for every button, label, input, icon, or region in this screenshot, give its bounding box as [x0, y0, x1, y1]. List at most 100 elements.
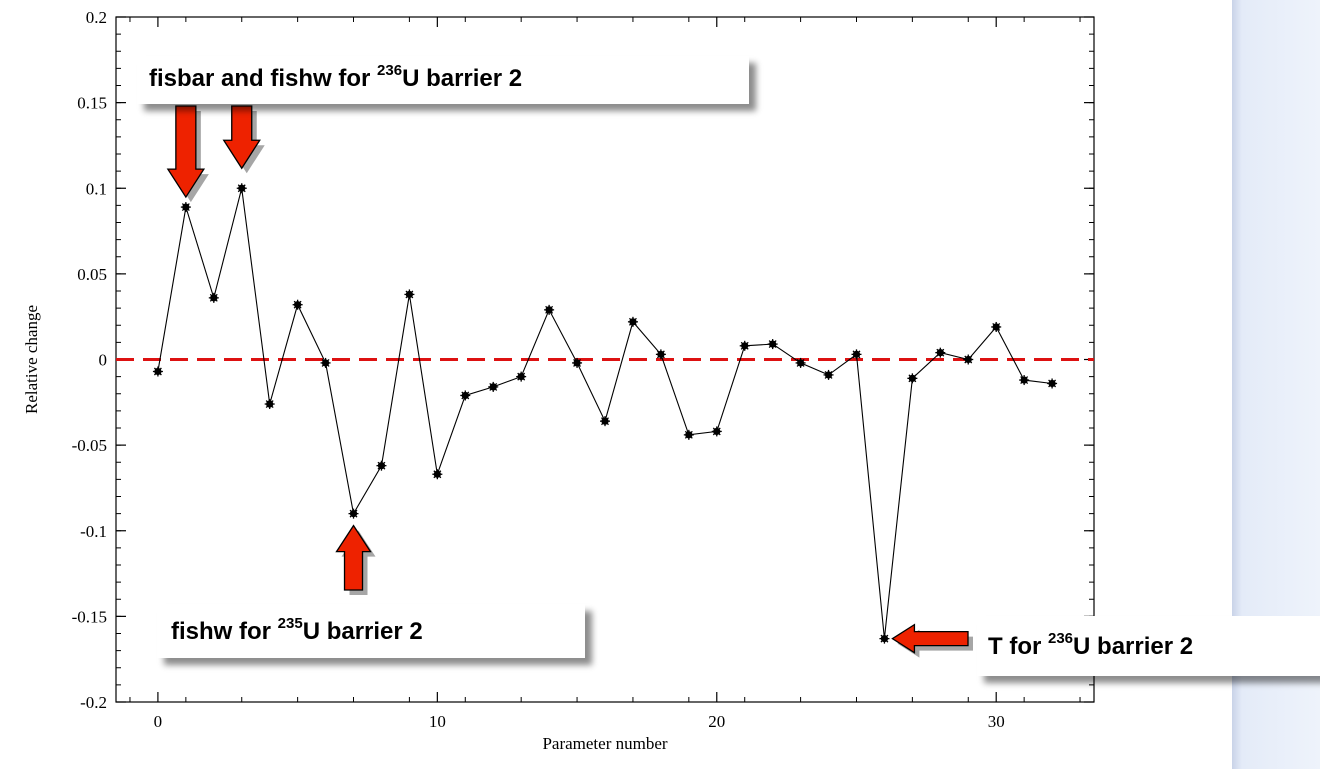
data-point: [460, 390, 471, 401]
data-point-ray: [573, 358, 582, 367]
data-point-ray: [601, 417, 609, 426]
series-line: [157, 188, 1053, 639]
data-point: [292, 299, 303, 310]
data-point: [991, 321, 1002, 332]
arrow-down-icon: [222, 105, 265, 174]
y-tick-label: 0.2: [86, 8, 107, 27]
x-tick-label: 20: [708, 712, 725, 731]
y-tick-label: 0.15: [77, 94, 107, 113]
y-tick-label: -0.15: [72, 607, 107, 626]
data-point-ray: [712, 427, 721, 436]
annotation-t: T for 236U barrier 2: [977, 616, 1320, 676]
data-point: [655, 349, 666, 360]
arrow-left-icon: [891, 623, 973, 658]
arrow-up-icon: [335, 524, 376, 595]
data-point: [1019, 375, 1030, 386]
data-point-ray: [684, 430, 693, 439]
data-point: [767, 339, 778, 350]
data-point: [152, 366, 163, 377]
x-tick-label: 10: [429, 712, 446, 731]
data-point-ray: [377, 461, 386, 470]
arrow-body: [335, 524, 372, 591]
arrow-body: [891, 623, 969, 654]
data-point: [348, 508, 359, 519]
data-point-ray: [545, 305, 554, 314]
data-point: [320, 357, 331, 368]
data-point-ray: [461, 391, 470, 400]
annotation-text: fishw for: [171, 618, 278, 645]
data-point: [516, 371, 527, 382]
data-point: [432, 469, 443, 480]
data-point-ray: [349, 509, 358, 518]
data-point: [935, 347, 946, 358]
data-point-ray: [153, 367, 162, 376]
data-point: [544, 304, 555, 315]
data-point: [627, 316, 638, 327]
data-point-ray: [992, 323, 1001, 331]
data-point-ray: [405, 290, 414, 299]
chart: 0.2 0.15 0.1 0.05 0 -0.05 -0.1 -0.15 -0.2 0 10 20 30…: [22, 8, 1095, 753]
data-point: [739, 340, 750, 351]
data-point: [376, 460, 387, 471]
annotation-superscript: 235: [277, 615, 303, 632]
data-point-ray: [852, 350, 861, 359]
data-point: [1047, 378, 1058, 389]
data-point: [823, 369, 834, 380]
arrow-body: [222, 105, 261, 170]
data-point: [208, 292, 219, 303]
data-point: [404, 289, 415, 300]
annotation-fisbar-fishw: fisbar and fishw for 236U barrier 2: [137, 56, 749, 104]
data-point: [572, 357, 583, 368]
data-point-ray: [293, 300, 302, 309]
x-tick-label: 30: [988, 712, 1005, 731]
data-point-ray: [1020, 376, 1029, 385]
x-tick-label: 0: [154, 712, 163, 731]
data-point: [488, 381, 499, 392]
arrow-down-icon: [166, 105, 209, 203]
data-point: [180, 202, 191, 213]
data-point: [963, 354, 974, 365]
data-point-ray: [321, 358, 330, 367]
data-point-ray: [796, 358, 805, 367]
arrow-body: [166, 105, 206, 199]
y-tick-label: 0.05: [77, 265, 107, 284]
annotation-fishw: fishw for 235U barrier 2: [157, 604, 585, 658]
annotation-text-rest: U barrier 2: [402, 65, 523, 92]
data-point: [264, 399, 275, 410]
data-point-ray: [517, 372, 526, 381]
data-point-ray: [489, 382, 498, 391]
annotation-text: fisbar and fishw for: [149, 65, 378, 92]
annotation-text: T for: [988, 633, 1048, 660]
data-point-ray: [824, 370, 833, 379]
y-axis-label: Relative change: [22, 305, 41, 414]
annotation-text-rest: U barrier 2: [302, 618, 423, 645]
data-point-ray: [237, 184, 246, 193]
y-tick-label: 0: [99, 351, 108, 370]
x-axis-label: Parameter number: [542, 734, 667, 753]
data-point-ray: [433, 470, 442, 479]
data-point-ray: [908, 374, 917, 383]
data-point: [851, 349, 862, 360]
data-point: [236, 183, 247, 194]
data-point: [879, 633, 890, 644]
data-point-ray: [936, 348, 945, 357]
data-point: [600, 416, 610, 427]
y-tick-label: -0.2: [80, 693, 107, 712]
y-tick-label: 0.1: [86, 179, 107, 198]
y-tick-label: -0.05: [72, 436, 107, 455]
data-point: [711, 426, 722, 437]
data-point-ray: [265, 400, 274, 408]
annotation-superscript: 236: [377, 62, 403, 79]
data-point: [907, 373, 918, 384]
data-point-ray: [768, 340, 777, 349]
annotation-superscript: 236: [1048, 630, 1074, 647]
data-point-ray: [880, 634, 889, 643]
data-point: [795, 357, 806, 368]
data-point-ray: [1048, 379, 1057, 388]
data-point-ray: [628, 317, 637, 326]
y-tick-label: -0.1: [80, 522, 107, 541]
annotation-text-rest: U barrier 2: [1073, 633, 1194, 660]
data-point-ray: [209, 293, 218, 302]
data-point-ray: [964, 355, 973, 364]
data-point-ray: [740, 341, 749, 350]
